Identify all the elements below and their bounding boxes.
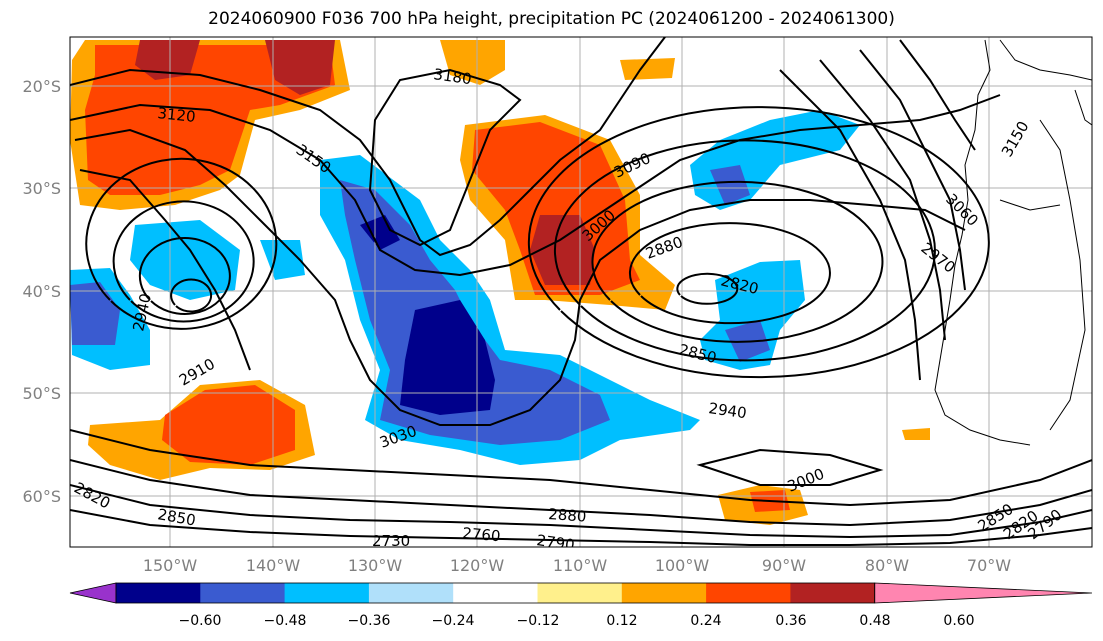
colorbar-swatch — [790, 583, 876, 603]
height-contour — [79, 169, 251, 371]
colorbar: −0.60 −0.48 −0.36 −0.24 −0.12 0.12 0.24 … — [69, 582, 1093, 629]
lon-tick-label: 80°W — [865, 556, 909, 575]
colorbar-swatch — [621, 583, 707, 603]
colorbar-tick-label: 0.60 — [943, 613, 974, 629]
height-contour — [819, 59, 946, 341]
lat-tick-label: 50°S — [22, 384, 61, 403]
height-contour — [70, 94, 1001, 277]
colorbar-swatch — [453, 583, 538, 603]
colorbar-tick-label: −0.48 — [264, 613, 307, 629]
precip-positive-area — [162, 385, 295, 465]
colorbar-tick-label: 0.12 — [606, 613, 637, 629]
colorbar-ticks: −0.60 −0.48 −0.36 −0.24 −0.12 0.12 0.24 … — [179, 613, 975, 629]
longitude-ticks: 150°W 140°W 130°W 120°W 110°W 100°W 90°W… — [143, 556, 1011, 575]
height-contour — [70, 429, 1092, 507]
lat-tick-label: 20°S — [22, 77, 61, 96]
height-contour — [368, 68, 522, 247]
colorbar-swatch — [200, 583, 286, 603]
lon-tick-label: 120°W — [450, 556, 505, 575]
height-contours — [70, 37, 1092, 546]
colorbar-swatch — [368, 583, 454, 603]
height-contour — [85, 157, 278, 330]
height-contour — [591, 180, 884, 343]
map-frame — [69, 36, 1093, 548]
height-contour — [859, 49, 966, 291]
precip-positive-area — [440, 40, 505, 85]
colorbar-swatch — [116, 583, 201, 603]
colorbar-swatch — [706, 583, 791, 603]
lon-tick-label: 70°W — [967, 556, 1011, 575]
lon-tick-label: 130°W — [348, 556, 403, 575]
lat-tick-label: 40°S — [22, 282, 61, 301]
colorbar-tick-label: −0.36 — [348, 613, 391, 629]
height-contour — [170, 278, 213, 313]
lon-tick-label: 140°W — [246, 556, 301, 575]
height-contour — [70, 484, 1092, 539]
lon-tick-label: 150°W — [143, 556, 198, 575]
lon-tick-label: 90°W — [762, 556, 806, 575]
contour-label: 3120 — [157, 104, 197, 126]
precip-positive-area — [472, 122, 640, 295]
height-contour — [553, 139, 936, 362]
latitude-ticks: 20°S 30°S 40°S 50°S 60°S — [22, 77, 61, 506]
contour-label: 2790 — [535, 531, 575, 554]
contour-label: 2760 — [462, 524, 502, 545]
precip-negative-area — [710, 165, 750, 205]
precip-positive-area — [902, 428, 930, 440]
colorbar-swatch — [284, 583, 370, 603]
colorbar-tick-label: 0.24 — [690, 613, 721, 629]
colorbar-swatches — [69, 582, 1093, 604]
colorbar-swatch — [537, 583, 623, 603]
precip-negative-area — [130, 220, 240, 300]
colorbar-frame — [115, 582, 876, 604]
contour-label: 2730 — [372, 532, 410, 550]
map-title: 2024060900 F036 700 hPa height, precipit… — [208, 9, 895, 29]
contour-label: 3180 — [432, 65, 472, 88]
height-contour — [70, 509, 1092, 546]
colorbar-tick-label: 0.48 — [859, 613, 890, 629]
colorbar-extend-max — [874, 582, 1093, 604]
lon-tick-label: 110°W — [553, 556, 608, 575]
map-plot-area: 3180 3120 3150 3090 3000 2880 2820 2970 … — [70, 37, 1092, 554]
precip-positive-area — [530, 215, 595, 285]
precip-negative-area — [360, 215, 400, 250]
graticule — [70, 37, 1092, 547]
precip-shading — [70, 40, 930, 525]
height-contour — [70, 37, 666, 257]
height-contour — [779, 69, 921, 381]
colorbar-tick-label: −0.12 — [517, 613, 560, 629]
height-contour — [138, 237, 231, 315]
height-contour — [112, 200, 255, 323]
height-contour — [676, 272, 739, 305]
colorbar-extend-min — [69, 582, 117, 604]
coastline — [934, 39, 1092, 446]
height-contour — [74, 128, 966, 426]
contour-label: 2880 — [548, 505, 587, 526]
precip-positive-area — [265, 40, 335, 95]
colorbar-tick-label: −0.24 — [432, 613, 475, 629]
height-contour — [629, 222, 831, 325]
lat-tick-label: 30°S — [22, 179, 61, 198]
height-contour — [899, 39, 976, 151]
height-contour — [696, 448, 884, 486]
height-contour — [527, 106, 990, 379]
colorbar-tick-label: 0.36 — [775, 613, 806, 629]
height-contour — [70, 459, 1092, 527]
precip-positive-area — [620, 58, 675, 80]
contour-label: 2940 — [707, 399, 747, 422]
lon-tick-label: 100°W — [655, 556, 710, 575]
precip-positive-area — [135, 40, 200, 80]
colorbar-tick-label: −0.60 — [179, 613, 222, 629]
precip-negative-area — [400, 300, 495, 415]
lat-tick-label: 60°S — [22, 487, 61, 506]
